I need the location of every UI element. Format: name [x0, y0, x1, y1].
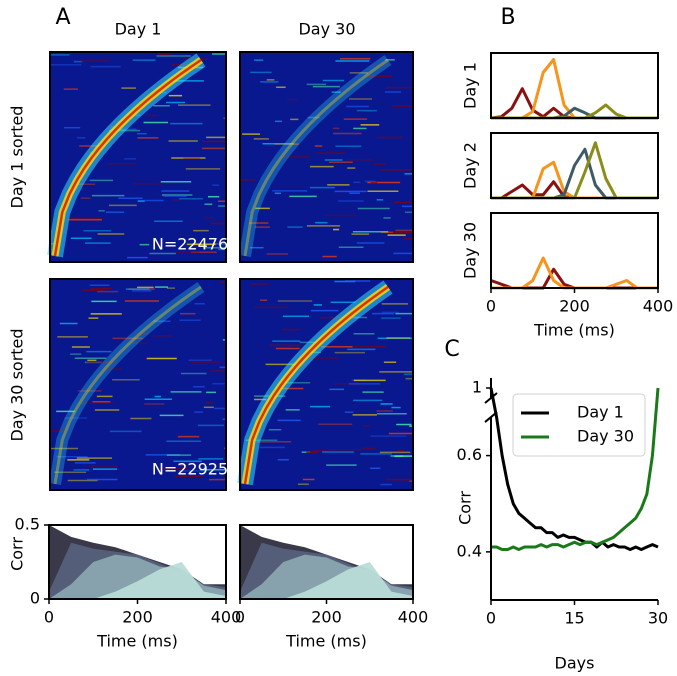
x-tick-label: 15 [564, 609, 584, 628]
heatmap-background [240, 52, 413, 262]
x-tick-label: 0 [235, 608, 245, 627]
x-tick-label: 30 [648, 609, 668, 628]
x-tick-label: 400 [643, 297, 674, 316]
line [490, 87, 658, 120]
x-tick-label: 200 [311, 608, 342, 627]
count-annotation: N=22476 [152, 235, 228, 254]
x-tick-label: 0 [486, 609, 496, 628]
y-axis-label: Day 1 [461, 62, 480, 109]
legend-label: Day 1 [577, 403, 624, 422]
heatmap [47, 51, 227, 263]
axis-break [484, 392, 498, 404]
heatmap-sequence [49, 282, 205, 485]
x-tick-label: 400 [211, 608, 242, 627]
heatmap-sequence [243, 285, 389, 485]
x-tick-label: 200 [559, 297, 590, 316]
count-annotation: N=22925 [152, 460, 228, 479]
x-tick-label: 200 [122, 608, 153, 627]
x-tick-label: 0 [44, 608, 54, 627]
heatmap-sequence [53, 285, 202, 485]
plot: 0 200 400 Time (ms) [235, 524, 429, 651]
y-axis-label: Corr [8, 537, 27, 571]
heatmap-sequence [53, 58, 202, 257]
panel-label: A [55, 5, 70, 30]
heatmap-frame [239, 51, 414, 263]
x-axis-label: Time (ms) [285, 632, 367, 651]
x-tick-label: 0 [486, 297, 496, 316]
line [491, 147, 658, 200]
column-title: Day 30 [298, 20, 355, 39]
y-axis-label: Day 2 [461, 142, 480, 189]
y-axis-label: Corr [456, 491, 475, 525]
heatmap-frame [49, 278, 227, 491]
heatmap [237, 278, 414, 491]
x-axis-label: Days [555, 654, 595, 673]
axes-frame [490, 52, 659, 119]
line [489, 387, 659, 551]
heatmap [239, 51, 414, 263]
heatmap-frame [239, 278, 414, 491]
heatmap [49, 278, 227, 491]
y-axis-label: Day 30 [461, 222, 480, 279]
y-tick-label: 0 [30, 589, 40, 608]
x-axis-label: Time (ms) [533, 321, 615, 340]
y-tick-label: 0.6 [457, 445, 482, 464]
plot: Day 1 B [461, 5, 659, 120]
row-title: Day 1 sorted [8, 106, 27, 209]
panel-label: B [500, 5, 515, 30]
legend-label: Day 30 [577, 427, 634, 446]
plot: 0 15 30 0.4 0.6 1 Days Corr C Day 1 Day 30 [444, 337, 668, 673]
heatmap-sequence [239, 55, 392, 257]
heatmap-background [50, 52, 226, 262]
line [491, 256, 658, 290]
heatmap-sequence [243, 58, 389, 257]
plot: Day 2 [461, 132, 659, 200]
axes-frame [490, 212, 659, 289]
y-tick-label: 1 [472, 377, 482, 396]
heatmap-background [50, 279, 226, 490]
axes-frame [490, 132, 659, 199]
y-tick-label: 0.4 [457, 541, 482, 560]
column-title: Day 1 [115, 20, 162, 39]
axis-break [484, 411, 498, 423]
x-axis-label: Time (ms) [96, 632, 178, 651]
legend [512, 393, 646, 457]
panel-label: C [444, 337, 459, 362]
line [491, 387, 660, 551]
row-title: Day 30 sorted [8, 328, 27, 441]
heatmap-frame [49, 51, 227, 263]
area [49, 562, 226, 599]
y-tick-label: 0.5 [15, 515, 40, 534]
x-tick-label: 400 [398, 608, 429, 627]
area [240, 562, 413, 599]
plot: 0 200 400 Time (ms) Day 30 [461, 212, 674, 340]
